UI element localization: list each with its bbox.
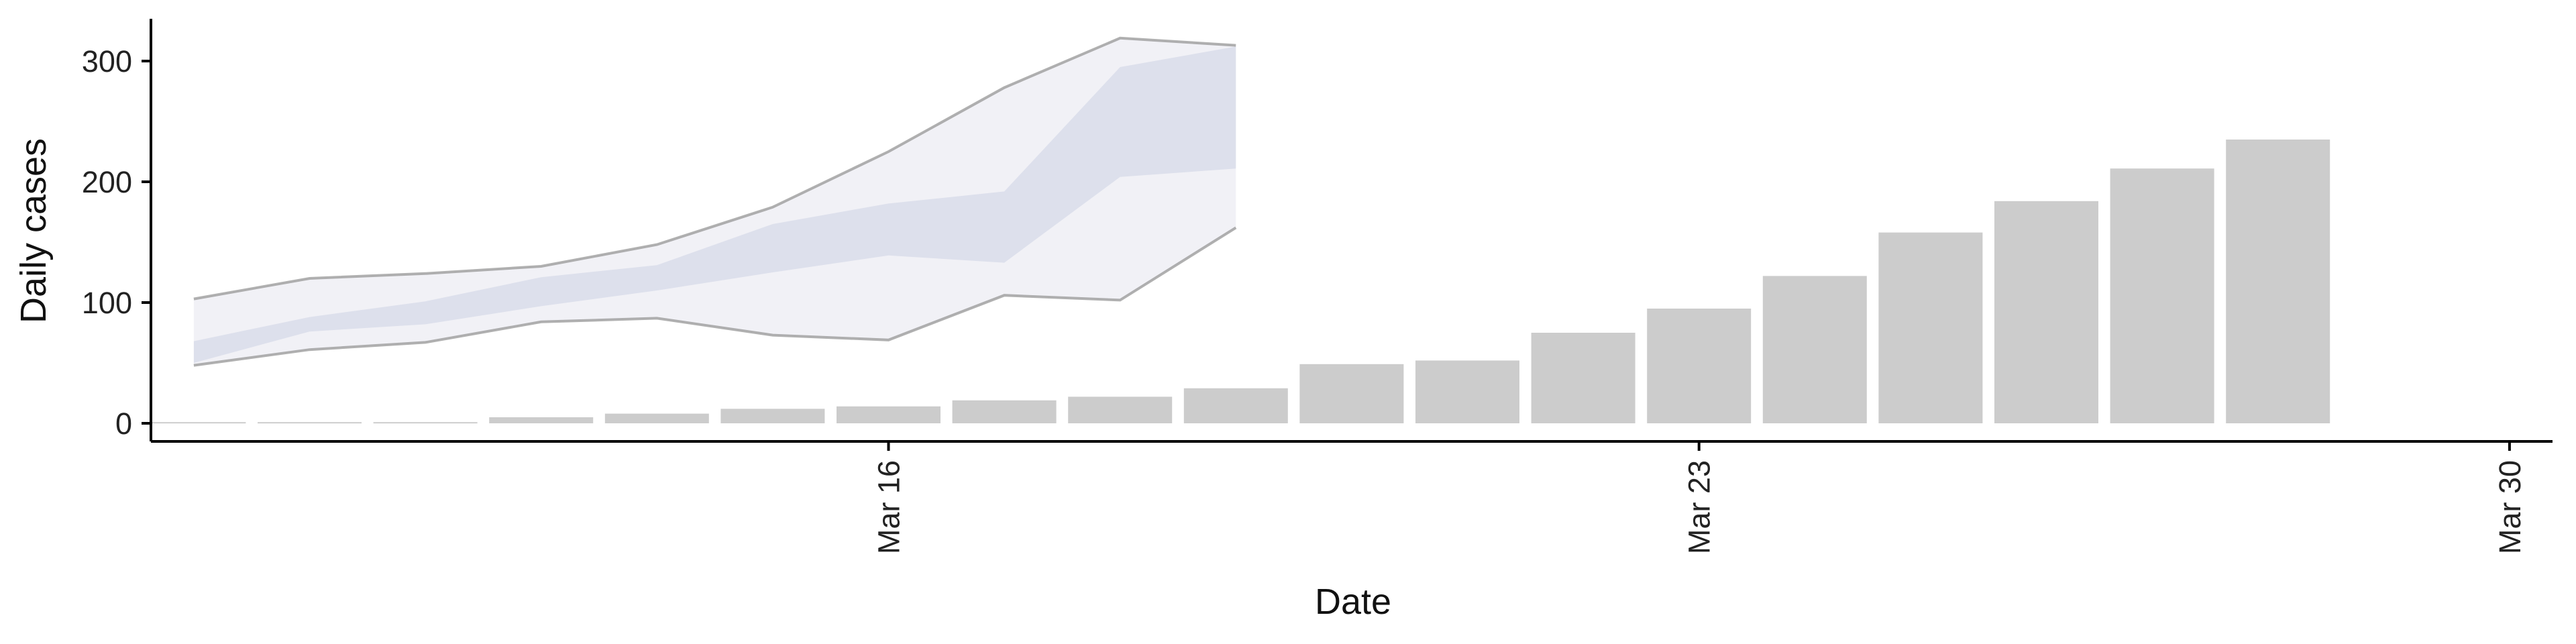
bar xyxy=(2226,140,2330,423)
bar xyxy=(952,400,1057,423)
forecast-inner-band xyxy=(193,46,1236,364)
bar xyxy=(1994,201,2098,423)
bar xyxy=(1415,360,1519,423)
tick-layer: 0 100 200 300 Mar 16 Mar 23 Mar 30 xyxy=(82,44,2527,554)
bar xyxy=(489,417,594,423)
bar xyxy=(2110,168,2214,423)
bar xyxy=(1762,276,1867,423)
axis-layer xyxy=(150,19,2553,443)
bar xyxy=(1068,396,1173,423)
bar xyxy=(142,422,246,424)
bar xyxy=(604,413,709,423)
forecast-band-layer xyxy=(193,36,1237,367)
y-axis-title: Daily cases xyxy=(13,138,54,323)
forecast-lower-line xyxy=(193,226,1237,367)
x-axis-title: Date xyxy=(1315,582,1391,622)
bar-layer xyxy=(142,140,2330,424)
bar xyxy=(837,406,941,423)
bar xyxy=(1299,364,1404,423)
forecast-upper-line xyxy=(193,36,1236,301)
forecast-outer-band xyxy=(193,38,1236,366)
bar xyxy=(1647,309,1752,423)
y-tick-label: 100 xyxy=(82,286,132,320)
y-tick-label: 300 xyxy=(82,44,132,78)
y-tick-label: 200 xyxy=(82,165,132,199)
bar xyxy=(1878,232,1983,423)
x-tick-label: Mar 23 xyxy=(1682,460,1717,554)
bar xyxy=(1183,388,1288,423)
y-tick-label: 0 xyxy=(115,407,132,441)
bar xyxy=(720,409,825,423)
x-tick-label: Mar 30 xyxy=(2493,460,2527,554)
bar xyxy=(1531,333,1635,423)
bar xyxy=(373,422,478,424)
x-tick-label: Mar 16 xyxy=(872,460,906,554)
bar xyxy=(258,422,362,424)
